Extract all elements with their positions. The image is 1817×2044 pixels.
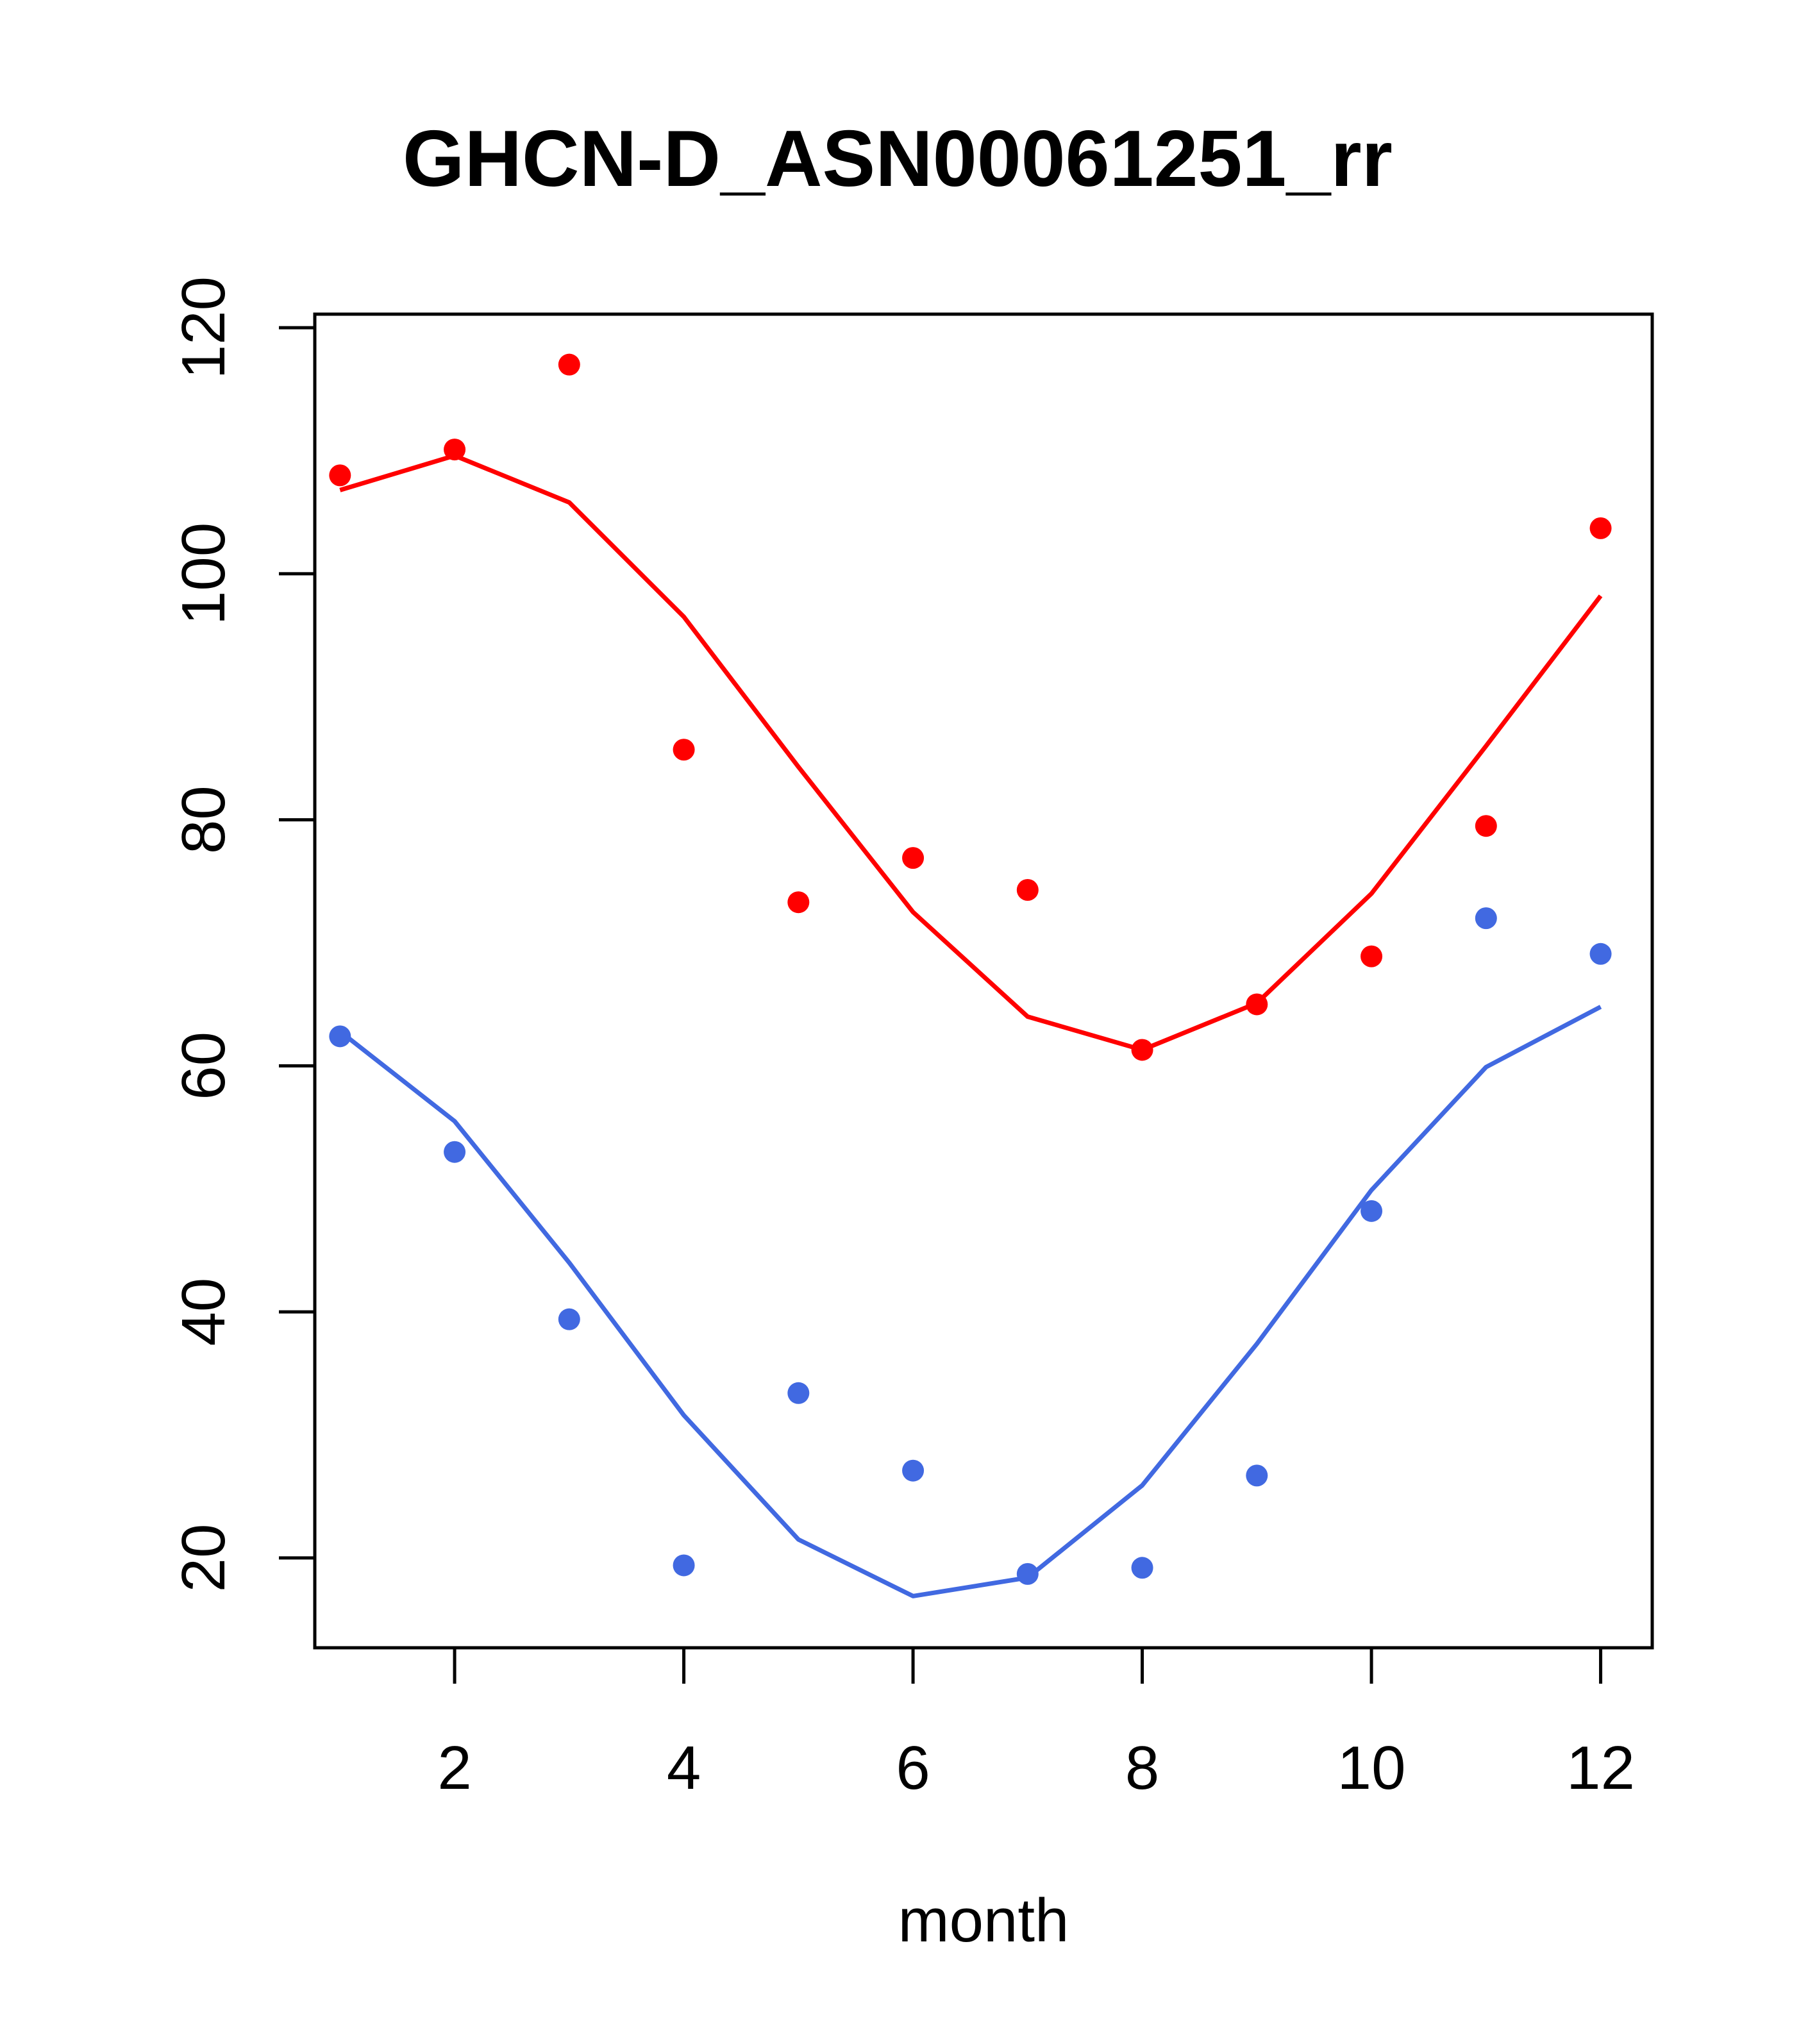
x-tick-label: 4 <box>667 1734 701 1802</box>
data-point-lower-observed <box>1589 942 1612 965</box>
data-point-upper-observed <box>787 891 810 914</box>
data-point-lower-observed <box>787 1382 810 1404</box>
series-layer <box>329 353 1612 1598</box>
data-point-lower-observed <box>673 1554 695 1577</box>
y-tick-label: 120 <box>169 276 238 379</box>
data-point-lower-observed <box>558 1308 580 1330</box>
x-tick-label: 12 <box>1566 1734 1635 1802</box>
y-tick-label: 80 <box>169 785 238 854</box>
chart-title: GHCN-D_ASN00061251_rr <box>403 115 1393 203</box>
data-point-lower-observed <box>1361 1200 1383 1222</box>
data-point-upper-observed <box>1246 993 1268 1016</box>
series-line-lower-fit <box>339 1005 1602 1598</box>
y-tick-label: 100 <box>169 523 238 625</box>
data-point-upper-observed <box>558 353 580 376</box>
x-tick-label: 8 <box>1125 1734 1159 1802</box>
data-point-lower-observed <box>1016 1562 1039 1585</box>
x-tick-label: 10 <box>1337 1734 1406 1802</box>
series-line-upper-fit <box>339 453 1603 1052</box>
data-point-lower-observed <box>902 1459 925 1482</box>
x-axis: 2 4 6 8 10 12 <box>437 1648 1635 1802</box>
y-tick-label: 40 <box>169 1278 238 1346</box>
data-point-lower-observed <box>329 1025 351 1048</box>
data-point-upper-observed <box>1361 945 1383 968</box>
data-point-upper-observed <box>1475 815 1497 837</box>
data-point-upper-observed <box>1131 1039 1153 1061</box>
data-point-lower-observed <box>444 1141 466 1163</box>
data-point-upper-observed <box>1016 879 1039 901</box>
y-axis: 20 40 60 80 100 120 <box>169 276 315 1592</box>
y-tick-label: 60 <box>169 1032 238 1100</box>
data-point-lower-observed <box>1131 1557 1153 1579</box>
data-point-upper-observed <box>1589 517 1612 539</box>
plot-frame <box>313 312 1654 1650</box>
data-point-lower-observed <box>1475 907 1497 930</box>
x-tick-label: 6 <box>896 1734 930 1802</box>
x-tick-label: 2 <box>437 1734 471 1802</box>
data-point-upper-observed <box>329 464 351 487</box>
data-point-upper-observed <box>673 739 695 761</box>
data-point-upper-observed <box>902 847 925 869</box>
data-point-lower-observed <box>1246 1464 1268 1487</box>
y-tick-label: 20 <box>169 1524 238 1593</box>
x-axis-label: month <box>898 1886 1069 1955</box>
data-point-upper-observed <box>444 439 466 461</box>
